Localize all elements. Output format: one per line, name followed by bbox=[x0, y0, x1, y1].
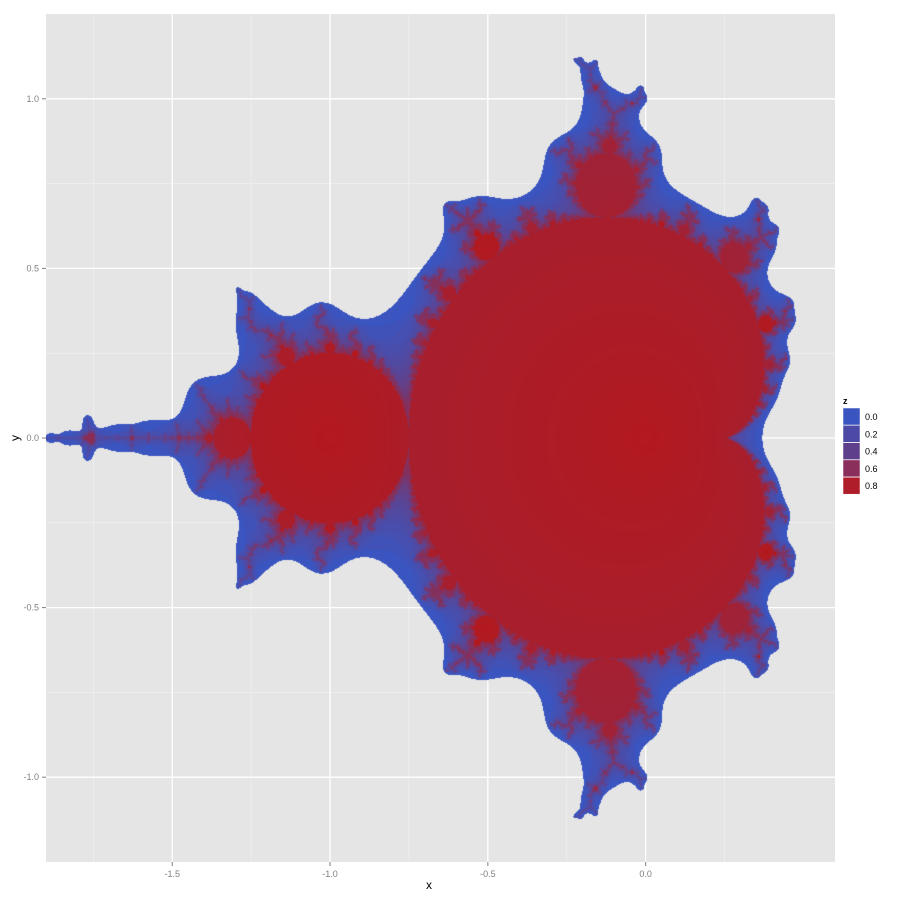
x-tick-label: -0.5 bbox=[480, 869, 496, 879]
legend-entries: 0.0 0.2 0.4 0.6 0.8 bbox=[842, 407, 878, 495]
legend-title: z bbox=[843, 396, 848, 406]
legend-label: 0.6 bbox=[865, 464, 878, 474]
x-axis: -1.5 -1.0 -0.5 0.0 bbox=[164, 862, 652, 879]
legend-key bbox=[842, 407, 861, 426]
x-tick-label: -1.0 bbox=[322, 869, 338, 879]
y-axis: 1.0 0.5 0.0 -0.5 -1.0 bbox=[23, 94, 46, 782]
legend-key bbox=[842, 476, 861, 495]
legend-key bbox=[842, 442, 861, 460]
heatmap-image bbox=[46, 14, 835, 862]
legend-label: 0.0 bbox=[865, 412, 878, 422]
x-tick-label: -1.5 bbox=[164, 869, 180, 879]
y-tick-label: 1.0 bbox=[26, 94, 39, 104]
y-tick-label: -1.0 bbox=[23, 772, 39, 782]
y-tick-label: -0.5 bbox=[23, 603, 39, 613]
legend-label: 0.4 bbox=[865, 447, 878, 457]
y-axis-label: y bbox=[8, 435, 22, 441]
y-tick-label: 0.5 bbox=[26, 263, 39, 273]
legend-key bbox=[842, 425, 861, 443]
x-tick-label: 0.0 bbox=[639, 869, 652, 879]
legend-key bbox=[842, 459, 861, 478]
legend-label: 0.8 bbox=[865, 481, 878, 491]
legend: z 0.0 0.2 0.4 0.6 0.8 bbox=[842, 396, 878, 495]
y-tick-label: 0.0 bbox=[26, 433, 39, 443]
legend-label: 0.2 bbox=[865, 429, 878, 439]
x-axis-label: x bbox=[426, 878, 432, 892]
